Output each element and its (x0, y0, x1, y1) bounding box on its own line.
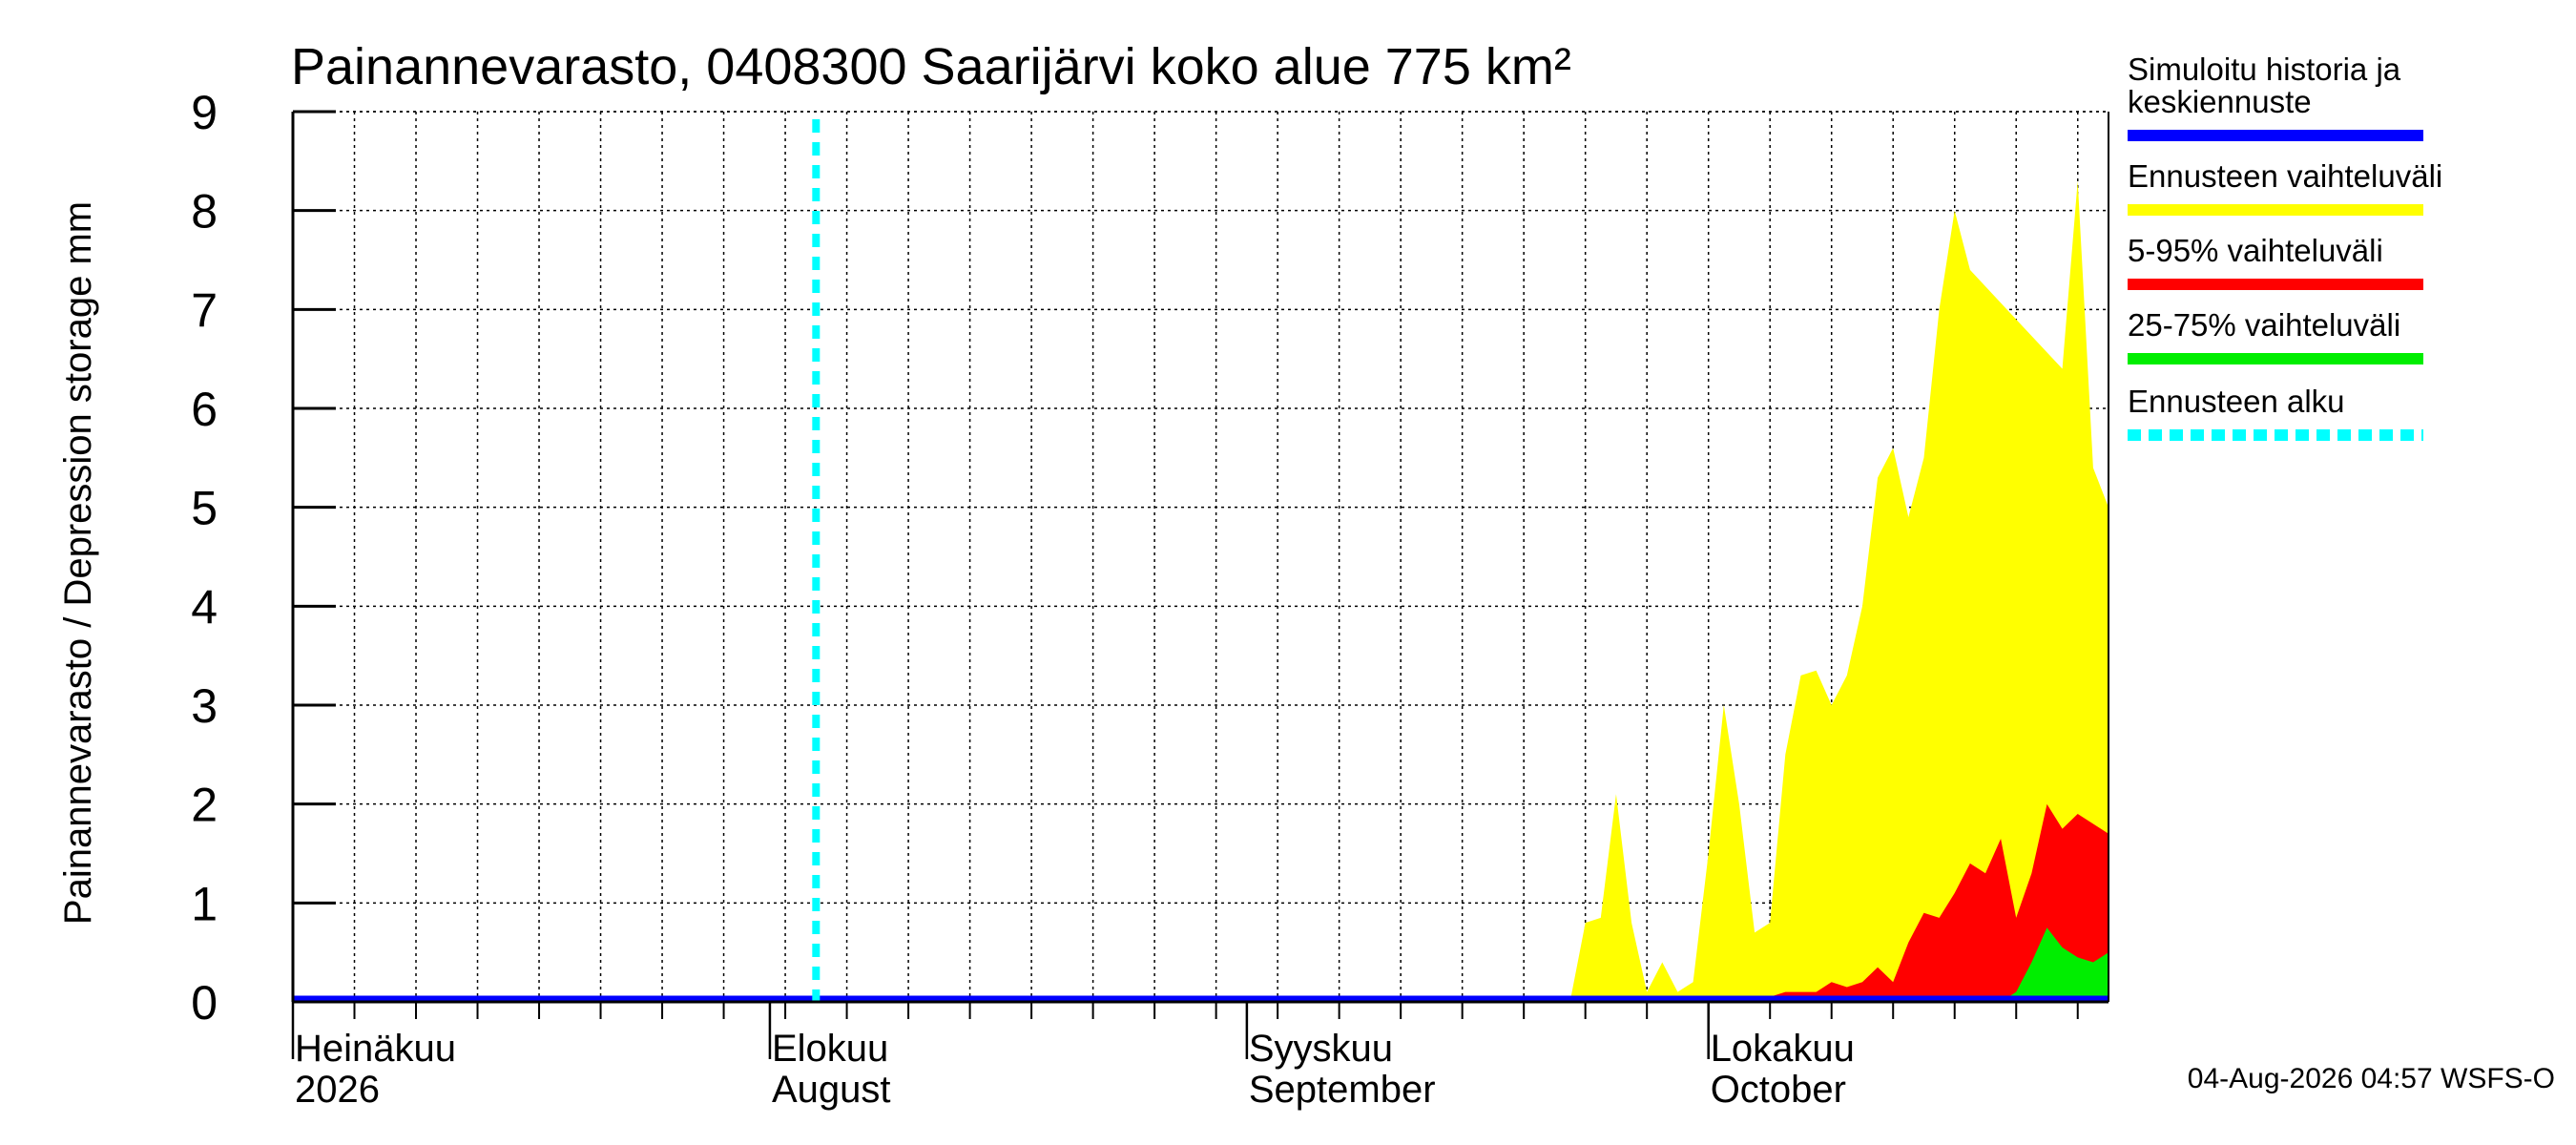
y-tick-label: 4 (191, 580, 218, 634)
legend-label: 5-95% vaihteluväli (2128, 233, 2383, 268)
y-tick-label: 6 (191, 383, 218, 436)
series-band (1569, 180, 2109, 1002)
y-axis-label: Painannevarasto / Depression storage mm (57, 201, 99, 925)
x-tick-label-en: 2026 (295, 1069, 380, 1111)
y-tick-label: 1 (191, 877, 218, 930)
series-band (2001, 927, 2109, 1002)
y-tick-label: 7 (191, 283, 218, 337)
x-tick-label-fi: Lokakuu (1711, 1028, 1855, 1070)
y-tick-label: 8 (191, 185, 218, 239)
x-tick-label-en: August (772, 1069, 891, 1111)
y-tick-label: 2 (191, 779, 218, 832)
series-band (1755, 803, 2109, 1002)
x-tick-label-fi: Heinäkuu (295, 1028, 456, 1070)
y-tick-label: 0 (191, 976, 218, 1030)
y-tick-label: 9 (191, 86, 218, 139)
chart-title: Painannevarasto, 0408300 Saarijärvi koko… (291, 38, 1571, 95)
x-tick-label-fi: Syyskuu (1249, 1028, 1393, 1070)
x-tick-label-en: September (1249, 1069, 1436, 1111)
y-tick-label: 5 (191, 482, 218, 535)
y-tick-label: 3 (191, 679, 218, 733)
legend-label: 25-75% vaihteluväli (2128, 307, 2400, 343)
footer-timestamp: 04-Aug-2026 04:57 WSFS-O (2188, 1063, 2555, 1094)
x-tick-label-fi: Elokuu (772, 1028, 888, 1070)
x-tick-label-en: October (1711, 1069, 1846, 1111)
legend-label: Ennusteen vaihteluväli (2128, 158, 2442, 194)
legend-label: Simuloitu historia ja keskiennuste (2128, 52, 2401, 119)
legend-label: Ennusteen alku (2128, 384, 2345, 419)
